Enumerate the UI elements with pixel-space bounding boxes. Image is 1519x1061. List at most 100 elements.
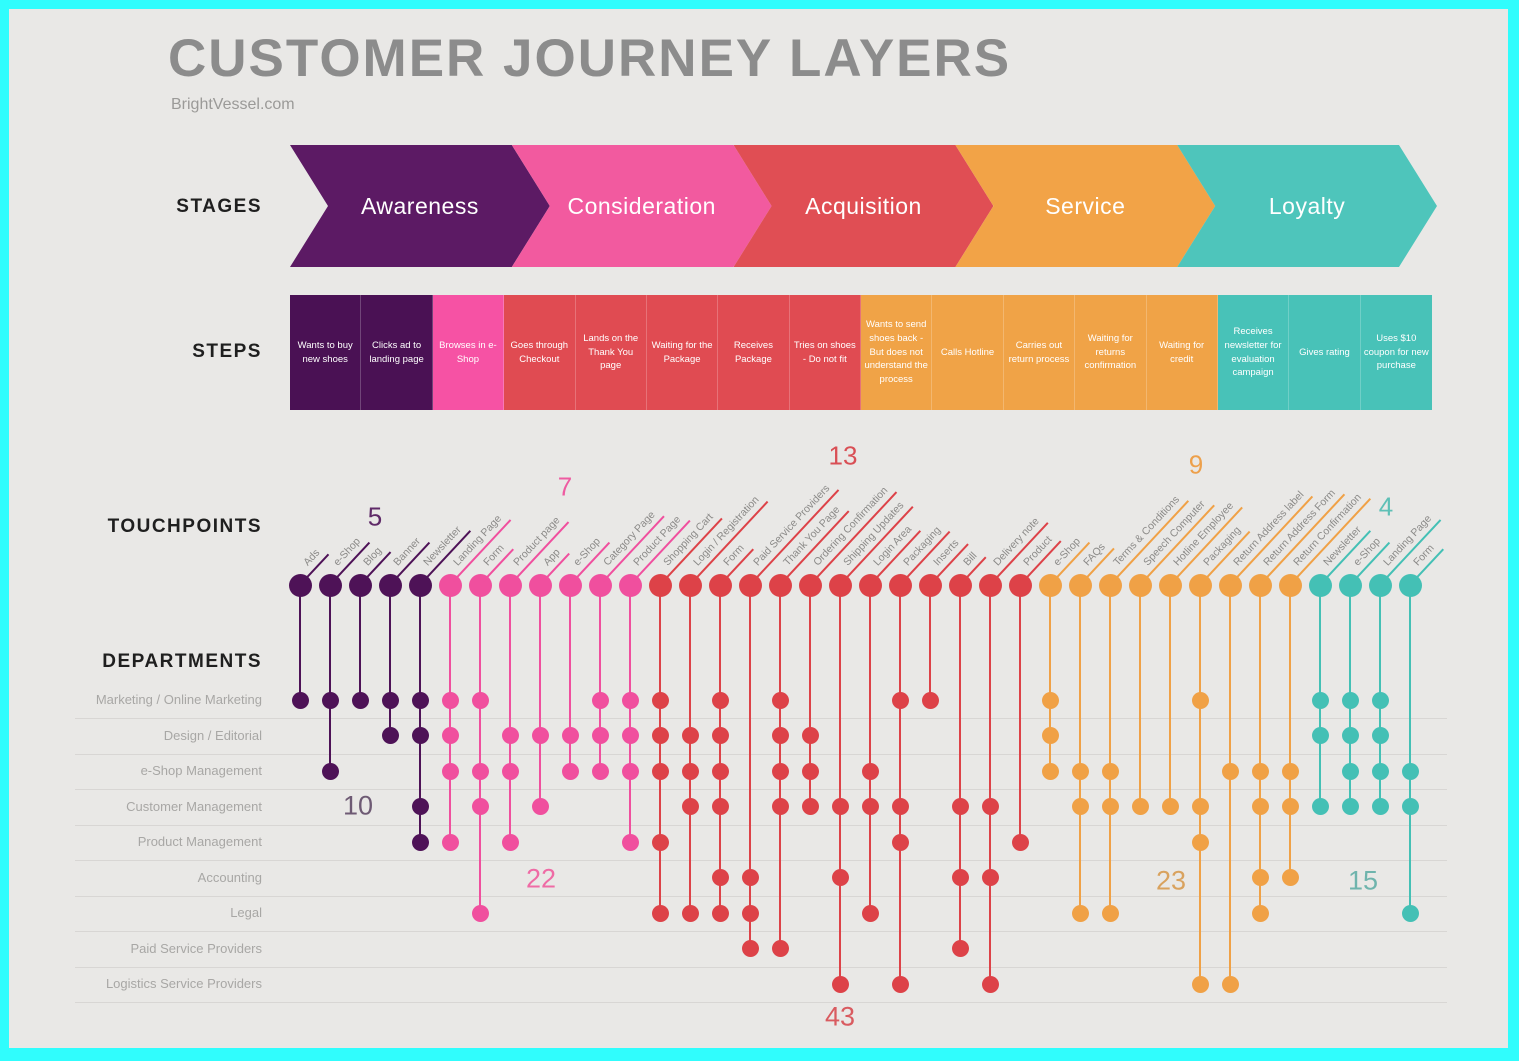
touchpoint-dot bbox=[1128, 573, 1152, 597]
matrix-column-stem bbox=[598, 585, 602, 771]
department-row-separator bbox=[75, 931, 1447, 932]
matrix-column-stem bbox=[628, 585, 632, 842]
department-dot bbox=[1251, 762, 1269, 780]
department-dot bbox=[1281, 762, 1299, 780]
department-label: Product Management bbox=[137, 834, 262, 849]
department-dot bbox=[591, 762, 609, 780]
matrix-column-stem bbox=[658, 585, 662, 913]
department-dot bbox=[1371, 691, 1389, 709]
department-dot-total-label: 43 bbox=[824, 1001, 856, 1032]
matrix-column-stem bbox=[478, 585, 482, 913]
matrix-column-stem bbox=[298, 585, 302, 700]
frame-border-top bbox=[0, 0, 1519, 9]
touchpoint-count-label: 4 bbox=[1378, 491, 1394, 522]
touchpoint-dot bbox=[1008, 573, 1032, 597]
department-dot bbox=[381, 691, 399, 709]
touchpoint-dot bbox=[378, 573, 402, 597]
department-dot bbox=[891, 833, 909, 851]
department-dot bbox=[1311, 691, 1329, 709]
department-dot bbox=[411, 798, 429, 815]
department-dot bbox=[531, 798, 549, 815]
stage-arrow-service: Service bbox=[955, 145, 1215, 267]
department-dot bbox=[711, 869, 729, 886]
department-dot bbox=[471, 904, 489, 922]
department-dot-total-label: 15 bbox=[1347, 865, 1379, 896]
department-dot bbox=[1011, 833, 1029, 851]
touchpoint-dot bbox=[558, 573, 582, 597]
matrix-column-stem bbox=[358, 585, 362, 700]
step-block: Wants to buy new shoes bbox=[290, 295, 362, 410]
department-dot bbox=[1371, 762, 1389, 780]
matrix-column-stem bbox=[748, 585, 752, 949]
department-dot bbox=[621, 691, 639, 709]
department-dot bbox=[1251, 798, 1269, 815]
department-dot bbox=[1131, 798, 1149, 815]
department-dot bbox=[291, 691, 309, 709]
matrix-column-stem bbox=[808, 585, 812, 807]
department-dot bbox=[681, 727, 699, 744]
department-dot bbox=[1191, 975, 1209, 993]
department-dot bbox=[711, 904, 729, 922]
department-label: Paid Service Providers bbox=[130, 940, 263, 956]
matrix-column-stem bbox=[1108, 585, 1112, 913]
step-block: Browses in e-Shop bbox=[432, 295, 505, 410]
department-dot bbox=[711, 798, 729, 815]
touchpoint-dot bbox=[318, 573, 342, 597]
department-label: Legal bbox=[230, 905, 262, 920]
touchpoint-dot bbox=[948, 573, 972, 597]
matrix-column-stem bbox=[958, 585, 962, 949]
department-dot bbox=[1341, 798, 1359, 815]
department-dot bbox=[471, 798, 489, 815]
department-dot bbox=[651, 833, 669, 851]
step-block: Waiting for the Package bbox=[646, 295, 719, 410]
department-dot bbox=[861, 762, 879, 780]
department-dot bbox=[1341, 727, 1359, 744]
touchpoint-dot bbox=[1248, 573, 1272, 597]
department-dot bbox=[1281, 869, 1299, 886]
department-dot bbox=[891, 691, 909, 709]
touchpoint-dot bbox=[858, 573, 882, 597]
department-dot bbox=[1101, 798, 1119, 815]
matrix-column-stem bbox=[838, 585, 842, 984]
touchpoint-count-label: 7 bbox=[557, 471, 573, 502]
department-dot bbox=[441, 833, 459, 851]
department-dot bbox=[471, 691, 489, 709]
department-label: e-Shop Management bbox=[140, 763, 262, 778]
department-dot bbox=[1281, 798, 1299, 815]
department-dot bbox=[561, 762, 579, 780]
step-block: Receives Package bbox=[718, 295, 790, 410]
department-row-separator bbox=[75, 895, 1447, 897]
touchpoint-dot bbox=[288, 573, 312, 597]
touchpoint-dot bbox=[1398, 573, 1422, 597]
matrix-column-stem bbox=[1198, 585, 1202, 984]
department-label: Logistics Service Providers bbox=[105, 976, 262, 991]
touchpoint-dot bbox=[648, 573, 672, 597]
steps-band: Wants to buy new shoes Clicks ad to landi… bbox=[290, 295, 1432, 410]
frame-border-bottom bbox=[0, 1048, 1519, 1061]
touchpoint-count-label: 5 bbox=[367, 501, 383, 532]
page-title: CUSTOMER JOURNEY LAYERS bbox=[168, 29, 1012, 88]
department-dot bbox=[1041, 727, 1059, 744]
touchpoints-section-label: TOUCHPOINTS bbox=[107, 516, 262, 537]
department-dot bbox=[861, 904, 879, 922]
department-dot bbox=[621, 727, 639, 744]
touchpoint-dot bbox=[1098, 573, 1122, 597]
department-dot bbox=[321, 762, 339, 780]
matrix-column-stem bbox=[388, 585, 392, 736]
department-dot bbox=[1191, 798, 1209, 815]
matrix-column-stem bbox=[688, 585, 692, 913]
matrix-column-stem bbox=[1408, 585, 1412, 913]
touchpoint-dot bbox=[348, 573, 372, 597]
step-block: Waiting for credit bbox=[1146, 295, 1218, 410]
page-subtitle: BrightVessel.com bbox=[171, 96, 295, 113]
department-dot bbox=[801, 798, 819, 815]
department-dot bbox=[981, 798, 999, 815]
department-dot bbox=[411, 691, 429, 709]
department-label: Customer Management bbox=[126, 798, 262, 814]
departments-section-label: DEPARTMENTS bbox=[102, 651, 262, 672]
matrix-column-stem bbox=[898, 585, 902, 984]
matrix-column-stem bbox=[928, 585, 932, 700]
touchpoint-dot bbox=[1308, 573, 1332, 597]
step-block: Clicks ad to landing page bbox=[361, 295, 433, 410]
